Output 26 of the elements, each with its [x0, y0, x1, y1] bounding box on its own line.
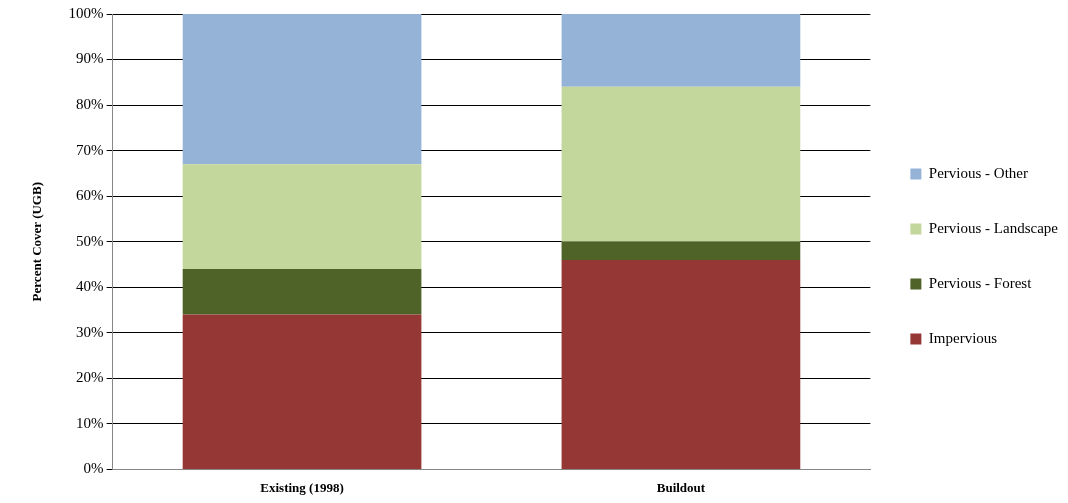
bar [561, 86, 801, 242]
y-tick-label: 100% [68, 4, 104, 21]
bar [182, 269, 422, 315]
y-tick-label: 90% [76, 50, 104, 67]
y-tick-label: 50% [76, 232, 104, 249]
legend-label: Pervious - Other [928, 164, 1029, 181]
y-tick-label: 10% [76, 414, 104, 431]
bar [182, 164, 422, 270]
y-tick-label: 0% [83, 460, 104, 477]
x-tick-label: Buildout [656, 479, 706, 495]
x-tick-label: Existing (1998) [260, 479, 344, 495]
legend-label: Pervious - Forest [928, 274, 1033, 291]
legend-label: Pervious - Landscape [928, 219, 1059, 236]
bar [561, 14, 801, 87]
bar [182, 314, 422, 469]
y-axis-title: Percent Cover (UGB) [29, 182, 45, 302]
y-tick-label: 20% [76, 369, 104, 386]
bar [561, 259, 801, 469]
y-tick-label: 80% [76, 96, 104, 113]
y-tick-label: 40% [76, 278, 104, 295]
y-tick-label: 60% [76, 187, 104, 204]
y-tick-label: 30% [76, 323, 104, 340]
y-tick-label: 70% [76, 141, 104, 158]
legend-label: Impervious [928, 329, 998, 346]
bar [182, 14, 422, 165]
bar [561, 241, 801, 260]
